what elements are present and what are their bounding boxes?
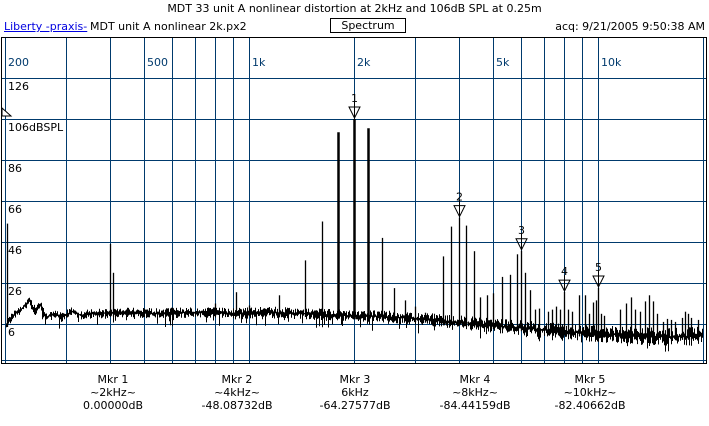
marker-name: Mkr 1 (97, 373, 129, 386)
marker-value: -48.08732dB (201, 399, 273, 412)
svg-text:106dBSPL: 106dBSPL (8, 121, 64, 134)
marker-flags[interactable]: 1 2 3 4 5 (348, 92, 605, 293)
marker-freq: ~4kHz~ (214, 386, 260, 399)
marker-number: 4 (561, 265, 568, 278)
svg-text:86: 86 (8, 162, 22, 175)
svg-text:1k: 1k (252, 56, 266, 69)
marker-name: Mkr 3 (339, 373, 371, 386)
plot-frame (1, 37, 707, 364)
svg-text:66: 66 (8, 203, 22, 216)
marker-name: Mkr 4 (459, 373, 491, 386)
marker-freq: ~2kHz~ (90, 386, 136, 399)
svg-text:5k: 5k (496, 56, 510, 69)
marker-name: Mkr 2 (221, 373, 253, 386)
input-level-wedge (1, 106, 13, 117)
marker-readout-1: Mkr 1 ~2kHz~ 0.00000dB (43, 373, 183, 412)
svg-text:46: 46 (8, 244, 22, 257)
marker-value: 0.00000dB (82, 399, 144, 412)
marker-freq: ~10kHz~ (563, 386, 617, 399)
harmonic-peaks (6, 119, 700, 341)
marker-value: -82.40662dB (554, 399, 626, 412)
praxis-app-link[interactable]: Liberty -praxis- (4, 20, 88, 33)
marker-number: 5 (595, 261, 602, 274)
marker-readout-2: Mkr 2 ~4kHz~ -48.08732dB (167, 373, 307, 412)
marker-triangle-icon[interactable] (592, 275, 605, 289)
measurement-title: MDT 33 unit A nonlinear distortion at 2k… (167, 2, 542, 15)
marker-readout-3: Mkr 3 6kHz -64.27577dB (285, 373, 425, 412)
y-axis-labels: 126 106dBSPL 86 66 46 26 6 (8, 80, 64, 339)
svg-text:500: 500 (147, 56, 168, 69)
svg-text:2k: 2k (357, 56, 371, 69)
marker-triangle-icon[interactable] (453, 205, 466, 218)
acquisition-timestamp: acq: 9/21/2005 9:50:38 AM (555, 20, 705, 33)
marker-triangle-icon[interactable] (515, 238, 528, 251)
marker-number: 1 (351, 92, 358, 105)
marker-readout-5: Mkr 5 ~10kHz~ -82.40662dB (520, 373, 660, 412)
marker-value: -84.44159dB (439, 399, 511, 412)
marker-name: Mkr 5 (574, 373, 606, 386)
svg-text:10k: 10k (601, 56, 622, 69)
file-name-label: MDT unit A nonlinear 2k.px2 (90, 20, 247, 33)
marker-value: -64.27577dB (319, 399, 391, 412)
marker-number: 3 (518, 224, 525, 237)
svg-text:126: 126 (8, 80, 29, 93)
svg-text:200: 200 (8, 56, 29, 69)
marker-freq: 6kHz (341, 386, 369, 399)
marker-triangle-icon[interactable] (558, 279, 571, 293)
marker-readout-4: Mkr 4 ~8kHz~ -84.44159dB (405, 373, 545, 412)
x-axis-labels: 200 500 1k 2k 5k 10k (8, 56, 622, 69)
spectrum-view-button[interactable]: Spectrum (330, 18, 406, 33)
svg-text:6: 6 (8, 326, 15, 339)
marker-triangle-icon[interactable] (348, 106, 361, 120)
grid-lines (1, 37, 707, 364)
marker-number: 2 (456, 191, 463, 204)
svg-text:26: 26 (8, 285, 22, 298)
marker-freq: ~8kHz~ (452, 386, 498, 399)
